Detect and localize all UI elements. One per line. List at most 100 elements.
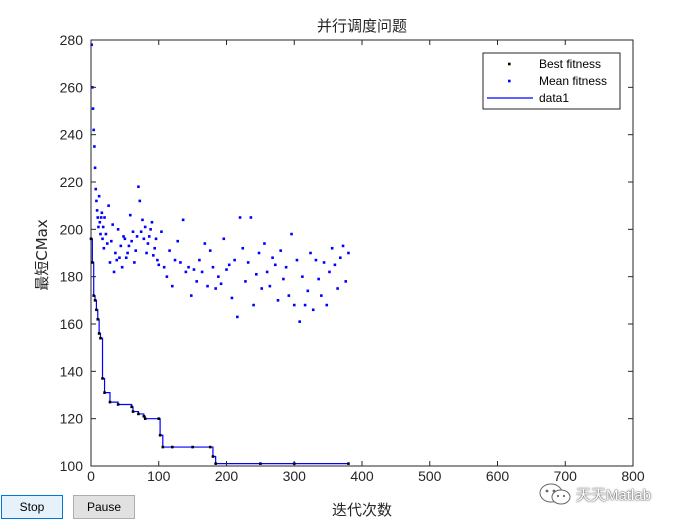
y-tick-label: 260 [60,79,84,95]
mean-fitness-point [97,225,100,229]
mean-fitness-point [347,251,350,255]
y-tick-label: 240 [60,127,84,143]
mean-fitness-point [217,275,220,278]
mean-fitness-point [94,187,98,191]
x-tick-label: 300 [283,468,307,484]
mean-fitness-point [116,228,120,231]
mean-fitness-point [92,128,96,132]
mean-fitness-point [292,303,296,307]
mean-fitness-point [249,216,253,219]
mean-fitness-point [260,287,264,290]
mean-fitness-point [95,209,99,212]
mean-fitness-point [122,235,125,238]
mean-fitness-point [123,237,127,241]
mean-fitness-point [138,199,142,203]
best-fitness-point [95,308,98,312]
mean-fitness-point [263,242,266,245]
best-fitness-point [259,462,262,465]
mean-fitness-point [131,230,135,233]
mean-fitness-point [105,242,109,245]
mean-fitness-point [271,256,274,260]
mean-fitness-point [157,263,161,267]
mean-fitness-point [208,249,212,252]
mean-fitness-point [90,43,93,47]
mean-fitness-point [328,270,331,274]
mean-fitness-point [336,287,339,290]
mean-fitness-point [110,239,113,243]
mean-fitness-point [133,261,136,264]
mean-fitness-point [303,303,307,307]
y-tick-label: 180 [60,269,84,285]
mean-fitness-point [314,258,318,262]
chart-marks [89,43,350,465]
mean-fitness-point [115,258,119,262]
legend-marker [508,79,511,83]
mean-fitness-point [101,237,104,241]
mean-fitness-point [99,232,102,236]
mean-fitness-point [91,107,95,110]
y-axis-label: 最短CMax [33,219,51,291]
mean-fitness-point [176,239,180,243]
mean-fitness-point [311,308,315,312]
best-fitness-point [89,237,93,241]
mean-fitness-point [284,265,288,269]
chart-title: 并行调度问题 [317,17,407,35]
mean-fitness-point [99,216,103,219]
mean-fitness-point [279,249,282,252]
mean-fitness-point [184,270,188,274]
mean-fitness-point [268,284,272,288]
mean-fitness-point [309,251,312,255]
mean-fitness-point [142,237,146,241]
best-fitness-point [101,377,104,380]
mean-fitness-point [317,277,320,281]
mean-fitness-point [171,284,174,288]
mean-fitness-point [230,296,234,300]
best-fitness-point [158,433,162,437]
best-fitness-point [214,462,217,465]
mean-fitness-point [135,235,139,238]
best-fitness-point [157,417,161,420]
mean-fitness-point [127,244,131,248]
mean-fitness-point [147,235,151,238]
mean-fitness-point [128,213,132,217]
y-tick-label: 280 [60,32,84,48]
mean-fitness-point [97,194,101,198]
stop-button[interactable]: Stop [1,495,63,519]
mean-fitness-point [152,254,155,257]
mean-fitness-point [192,268,196,271]
y-tick-label: 220 [60,174,84,190]
mean-fitness-point [114,251,117,255]
best-fitness-point [97,332,101,335]
mean-fitness-point [298,320,301,323]
mean-fitness-point [225,268,228,271]
best-fitness-point [130,405,133,409]
mean-fitness-point [206,284,209,288]
mean-fitness-point [119,244,123,248]
mean-fitness-point [143,225,147,229]
mean-fitness-point [282,277,285,281]
mean-fitness-point [344,280,348,283]
best-fitness-point [99,336,102,340]
best-fitness-point [161,445,165,449]
y-tick-label: 160 [60,316,84,332]
x-axis-label: 迭代次数 [332,501,392,519]
mean-fitness-point [195,280,198,283]
mean-fitness-point [200,270,204,274]
mean-fitness-point [339,256,342,260]
best-fitness-point [211,455,215,458]
mean-fitness-point [146,242,150,245]
best-fitness-point [347,462,350,465]
pause-button[interactable]: Pause [73,495,135,519]
mean-fitness-point [120,265,124,269]
best-fitness-point [208,445,212,449]
mean-fitness-point [98,220,102,224]
mean-fitness-point [160,230,163,233]
best-fitness-point [96,317,100,321]
mean-fitness-point [173,258,177,262]
best-fitness-point [108,400,112,404]
mean-fitness-point [96,216,100,219]
mean-fitness-point [107,204,110,207]
mean-fitness-point [322,261,326,264]
mean-fitness-point [141,218,144,222]
watermark: 天天Matlab [538,482,651,506]
